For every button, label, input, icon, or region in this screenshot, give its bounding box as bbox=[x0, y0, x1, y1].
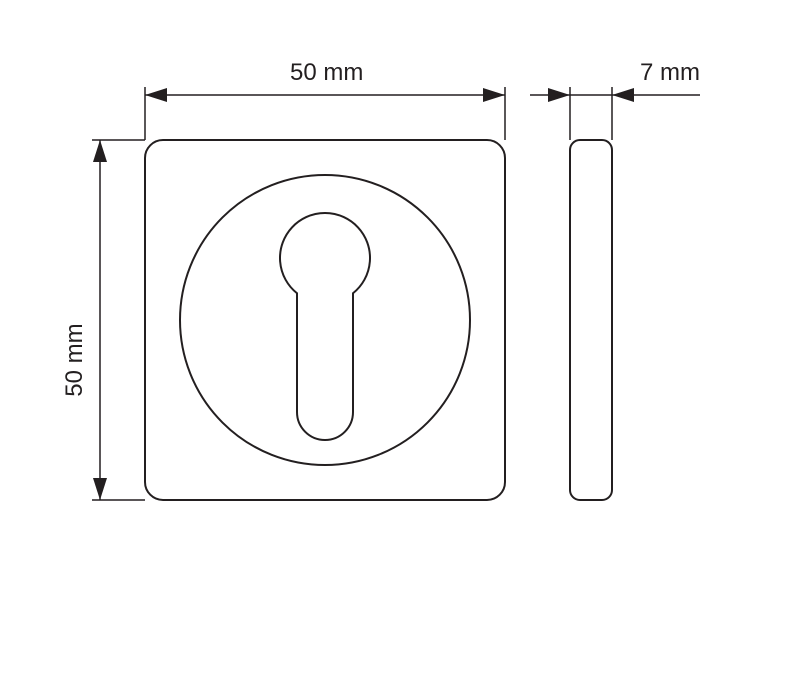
dim-width-label: 50 mm bbox=[290, 59, 363, 86]
escutcheon-front-plate bbox=[145, 140, 505, 500]
escutcheon-side-plate bbox=[570, 140, 612, 500]
escutcheon-inner-circle bbox=[180, 175, 470, 465]
euro-keyhole-icon bbox=[280, 213, 370, 440]
dim-height-label: 50 mm bbox=[61, 323, 88, 396]
dim-depth-label: 7 mm bbox=[640, 59, 700, 86]
